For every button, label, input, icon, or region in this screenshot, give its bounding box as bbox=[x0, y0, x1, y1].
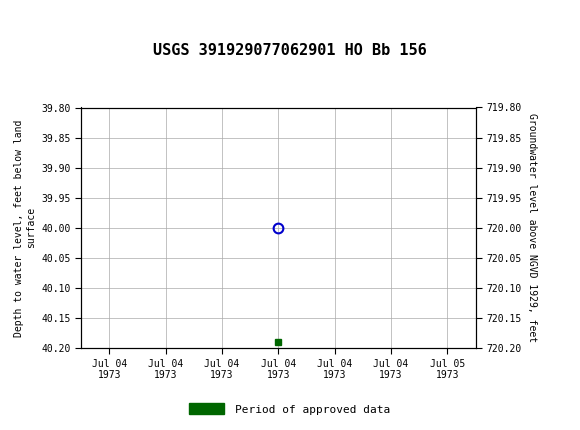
Text: USGS 391929077062901 HO Bb 156: USGS 391929077062901 HO Bb 156 bbox=[153, 43, 427, 58]
Text: USGS: USGS bbox=[27, 14, 91, 34]
Legend: Period of approved data: Period of approved data bbox=[184, 397, 396, 421]
Y-axis label: Depth to water level, feet below land
surface: Depth to water level, feet below land su… bbox=[14, 119, 36, 337]
Y-axis label: Groundwater level above NGVD 1929, feet: Groundwater level above NGVD 1929, feet bbox=[527, 114, 537, 342]
